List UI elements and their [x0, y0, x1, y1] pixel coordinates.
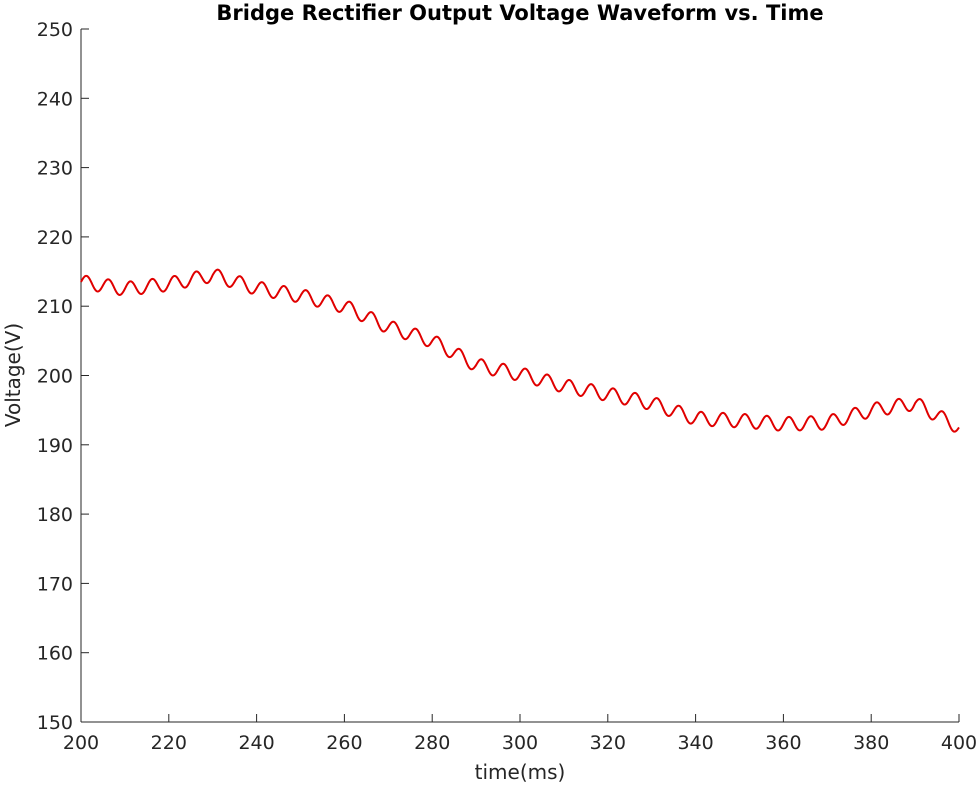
y-tick-label: 190	[37, 435, 73, 457]
x-tick-label: 240	[238, 732, 274, 754]
y-tick-label: 200	[37, 366, 73, 388]
x-tick-label: 360	[765, 732, 801, 754]
y-tick-label: 160	[37, 643, 73, 665]
y-tick-label: 210	[37, 296, 73, 318]
x-tick-label: 200	[63, 732, 99, 754]
y-tick-label: 240	[37, 88, 73, 110]
chart-title: Bridge Rectifier Output Voltage Waveform…	[216, 1, 823, 25]
x-tick-label: 340	[677, 732, 713, 754]
y-tick-label: 230	[37, 158, 73, 180]
y-tick-label: 250	[37, 19, 73, 41]
x-tick-label: 260	[326, 732, 362, 754]
series-line-voltage	[80, 268, 960, 433]
x-tick-label: 280	[414, 732, 450, 754]
y-tick-label: 170	[37, 573, 73, 595]
y-axis-label: Voltage(V)	[1, 323, 25, 427]
x-tick-label: 400	[941, 732, 977, 754]
y-tick-label: 150	[37, 712, 73, 734]
x-tick-label: 320	[590, 732, 626, 754]
y-axis-ticks: 150 160 170 180 190 200 210 220 230 240 250	[37, 19, 89, 734]
x-tick-label: 220	[151, 732, 187, 754]
x-tick-label: 380	[853, 732, 889, 754]
x-axis-label: time(ms)	[475, 760, 566, 784]
y-tick-label: 220	[37, 227, 73, 249]
y-tick-label: 180	[37, 504, 73, 526]
x-tick-label: 300	[502, 732, 538, 754]
x-axis-ticks: 200 220 240 260 280 300 320 340 360 380 400	[63, 714, 977, 754]
